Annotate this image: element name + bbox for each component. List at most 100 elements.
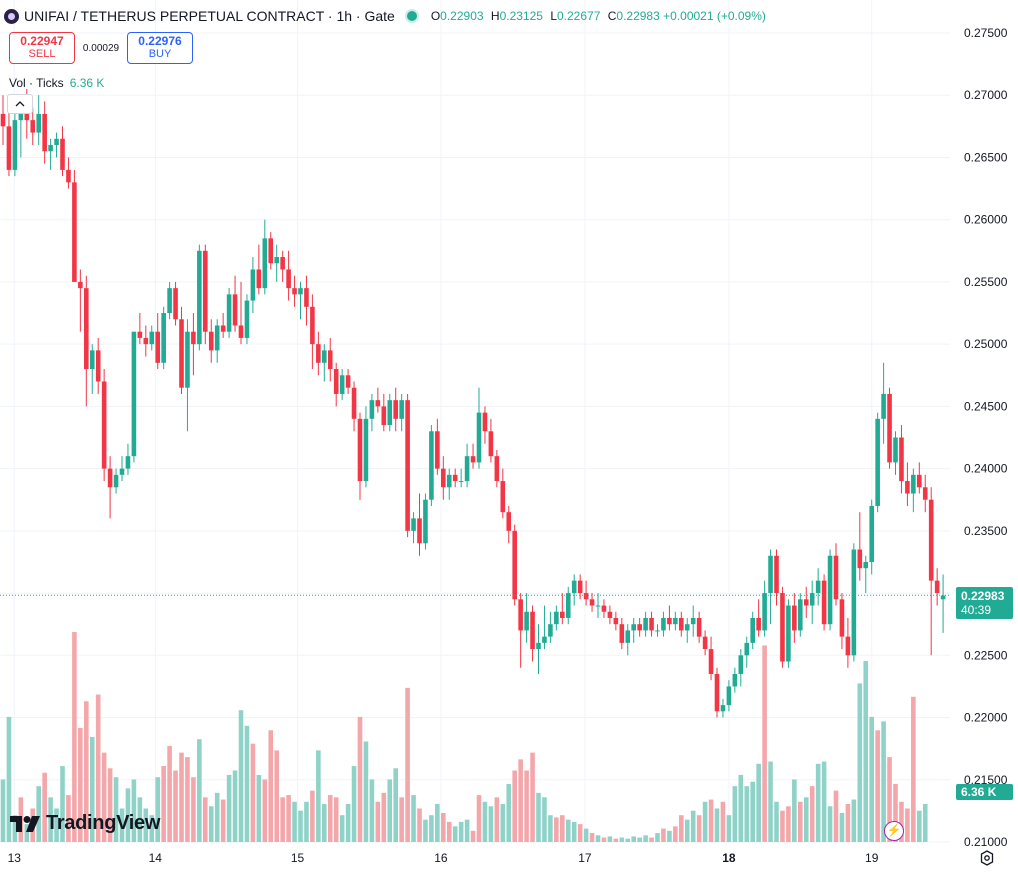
candle-body [655, 630, 660, 632]
candle-body [565, 593, 571, 618]
candle-body [143, 337, 149, 345]
volume-bar [476, 795, 482, 842]
candle-body [720, 705, 726, 712]
volume-bar [339, 815, 345, 842]
candle-body [589, 599, 595, 606]
volume-bar [292, 801, 297, 842]
volume-bar [744, 786, 750, 842]
candle-body [607, 611, 613, 618]
volume-bar [256, 774, 262, 842]
volume-bar [137, 797, 143, 842]
candle-body [881, 393, 886, 419]
candle-body [583, 593, 589, 600]
candle-body [470, 456, 476, 463]
volume-bar [220, 799, 226, 842]
chevron-up-icon [15, 101, 25, 107]
market-open-dot-icon [406, 11, 417, 21]
volume-bar [619, 837, 625, 842]
candle-body [833, 555, 839, 600]
candle-body [89, 350, 95, 370]
candle-body [536, 642, 541, 650]
gear-icon[interactable] [978, 849, 996, 867]
symbol-logo-icon[interactable] [4, 8, 19, 24]
candle-body [452, 474, 458, 482]
price-axis: 0.27500 0.27000 0.26500 0.26000 0.25500 0.250… [964, 26, 1008, 849]
candle-body [887, 393, 892, 463]
volume-badge: 6.36 K [956, 784, 1013, 800]
candle-body [310, 306, 315, 345]
volume-bar [6, 716, 12, 842]
volume-legend[interactable]: Vol · Ticks 6.36 K [9, 76, 104, 90]
volume-bar [643, 835, 648, 842]
volume-bar [12, 815, 18, 842]
candle-body [274, 257, 279, 264]
volume-bar [827, 806, 833, 842]
candle-body [792, 605, 797, 631]
volume-bar [857, 683, 863, 842]
collapse-legend-button[interactable] [7, 94, 33, 114]
ohlc-values: O0.22903 H0.23125 L0.22677 C0.22983 +0.0… [427, 9, 766, 23]
volume-bar [48, 797, 53, 842]
volume-bar [887, 757, 892, 842]
volume-bar [429, 815, 434, 842]
candle-body [625, 630, 631, 643]
volume-bar [613, 838, 619, 842]
candle-body [524, 611, 529, 631]
volume-bar [554, 817, 559, 842]
candle-body [601, 605, 607, 612]
candle-body [446, 474, 452, 488]
volume-bar [607, 836, 613, 842]
volume-bar [798, 801, 803, 842]
candle-body [220, 325, 226, 332]
sell-price: 0.22947 [20, 34, 64, 48]
candle-body [821, 580, 827, 625]
sell-button[interactable]: 0.22947 SELL [9, 32, 75, 64]
volume-bar [577, 824, 583, 842]
volume-bar [750, 781, 755, 842]
volume-bar [875, 730, 880, 842]
volume-bar [333, 797, 339, 842]
candlestick-series [0, 89, 946, 718]
candle-body [423, 499, 428, 544]
volume-bar [298, 810, 303, 842]
candle-body [387, 400, 393, 426]
lightning-icon[interactable]: ⚡ [884, 821, 904, 841]
volume-bar [357, 716, 363, 842]
candle-body [101, 381, 107, 469]
candle-body [863, 561, 869, 569]
volume-bar [66, 795, 71, 842]
volume-bar [143, 808, 149, 842]
candle-body [774, 555, 779, 594]
time-tick-label: 13 [8, 851, 22, 865]
chart-grid [0, 0, 950, 843]
volume-bar [131, 779, 137, 842]
volume-bar [214, 792, 220, 842]
close-value: 0.22983 [616, 9, 660, 23]
candle-body [577, 580, 583, 594]
candle-body [696, 617, 702, 637]
candle-body [375, 400, 381, 407]
candle-body [238, 325, 244, 338]
volume-bar [625, 838, 631, 842]
candle-body [113, 474, 119, 488]
sell-label: SELL [28, 48, 56, 60]
candle-body [48, 145, 53, 152]
volume-bar [345, 804, 351, 842]
candle-body [167, 288, 172, 314]
tradingview-logo[interactable]: TradingView [10, 812, 160, 835]
volume-bar [869, 716, 874, 842]
volume-bar [536, 792, 541, 842]
candle-body [208, 331, 214, 351]
buy-label: BUY [148, 48, 172, 60]
volume-bar [54, 808, 59, 842]
candle-body [125, 456, 131, 469]
candle-body [667, 617, 672, 625]
volume-bar [268, 730, 274, 842]
candle-body [244, 300, 250, 338]
symbol-title[interactable]: UNIFAI / TETHERUS PERPETUAL CONTRACT · 1… [24, 8, 395, 24]
candle-body [934, 580, 940, 594]
buy-button[interactable]: 0.22976 BUY [127, 32, 193, 64]
candle-body [131, 331, 137, 457]
volume-bar [518, 759, 523, 842]
